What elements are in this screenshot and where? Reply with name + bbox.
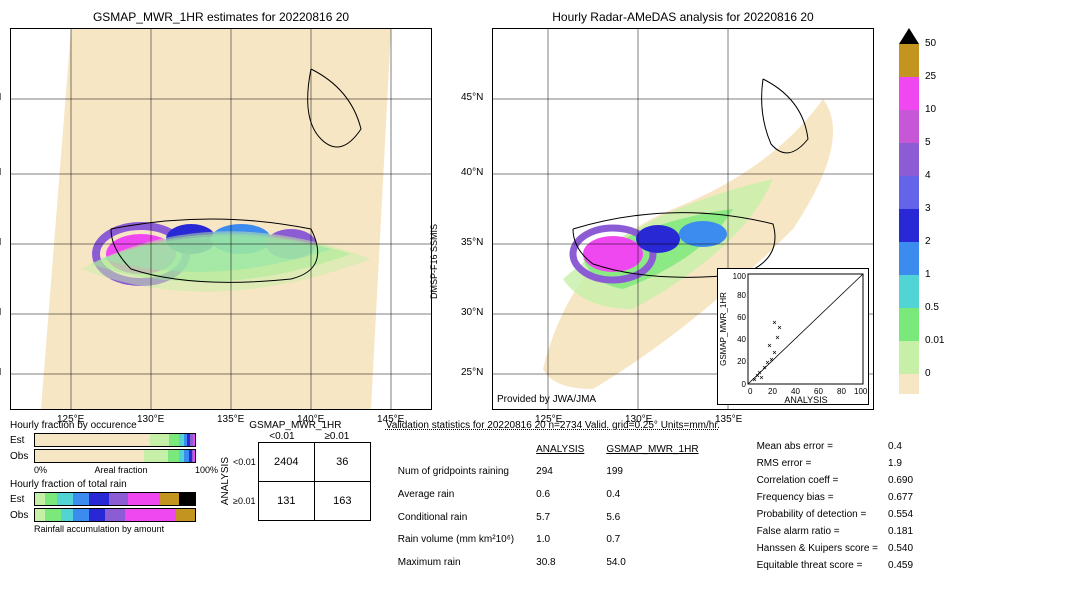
ct-cell: 2404 bbox=[259, 443, 315, 481]
svg-text:20: 20 bbox=[737, 357, 746, 366]
stats-panel: Validation statistics for 20220816 20 n=… bbox=[386, 420, 1070, 575]
total-est-bar bbox=[34, 492, 196, 506]
ct-row-axis: ANALYSIS bbox=[220, 457, 231, 505]
scatter-inset: 0 20 40 60 80 100 0 20 40 60 80 100 ANAL… bbox=[717, 268, 869, 405]
est-label: Est bbox=[10, 435, 34, 446]
satellite-label: DMSP-F16 SSMIS bbox=[429, 224, 439, 299]
ct-col-header: <0.01 bbox=[254, 431, 309, 442]
right-map-title: Hourly Radar-AMeDAS analysis for 2022081… bbox=[492, 10, 874, 24]
right-map-panel: 45°N 40°N 35°N 30°N 25°N 125°E 130°E 135… bbox=[492, 28, 874, 410]
svg-text:60: 60 bbox=[737, 313, 746, 322]
ct-cell: 36 bbox=[315, 443, 370, 481]
svg-text:ANALYSIS: ANALYSIS bbox=[784, 395, 827, 404]
lon-tick: 125°E bbox=[535, 414, 562, 425]
lat-tick: 30°N bbox=[461, 307, 483, 318]
svg-text:100: 100 bbox=[854, 387, 868, 396]
accumulation-label: Rainfall accumulation by amount bbox=[34, 524, 205, 534]
lat-tick: 30°N bbox=[0, 307, 1, 318]
scale-100: 100% bbox=[195, 465, 218, 475]
areal-fraction-label: Areal fraction bbox=[94, 465, 147, 475]
occurrence-title: Hourly fraction by occurence bbox=[10, 420, 205, 431]
total-title: Hourly fraction of total rain bbox=[10, 479, 205, 490]
left-map-title: GSMAP_MWR_1HR estimates for 20220816 20 bbox=[10, 10, 432, 24]
obs-label: Obs bbox=[10, 451, 34, 462]
lon-tick: 130°E bbox=[625, 414, 652, 425]
lat-tick: 45°N bbox=[0, 92, 1, 103]
left-map-svg bbox=[11, 29, 431, 409]
stats-table: ANALYSISGSMAP_MWR_1HRNum of gridpoints r… bbox=[386, 437, 711, 575]
lon-tick: 145°E bbox=[377, 414, 404, 425]
lat-tick: 45°N bbox=[461, 92, 483, 103]
left-map-panel: DMSP-F16 SSMIS 45°N 40°N 35°N 30°N 25°N … bbox=[10, 28, 432, 410]
occurrence-obs-bar bbox=[34, 449, 196, 463]
svg-text:100: 100 bbox=[733, 272, 747, 281]
provided-by-label: Provided by JWA/JMA bbox=[497, 394, 596, 405]
lon-tick: 140°E bbox=[297, 414, 324, 425]
right-map-container: Hourly Radar-AMeDAS analysis for 2022081… bbox=[492, 10, 874, 410]
svg-text:20: 20 bbox=[768, 387, 777, 396]
lat-tick: 40°N bbox=[461, 167, 483, 178]
left-map-container: GSMAP_MWR_1HR estimates for 20220816 20 bbox=[10, 10, 432, 410]
svg-text:0: 0 bbox=[748, 387, 753, 396]
svg-text:GSMAP_MWR_1HR: GSMAP_MWR_1HR bbox=[719, 292, 728, 366]
colorbar-top-arrow bbox=[899, 28, 919, 44]
obs-label: Obs bbox=[10, 510, 34, 521]
svg-text:80: 80 bbox=[737, 291, 746, 300]
lat-tick: 25°N bbox=[461, 367, 483, 378]
lon-tick: 130°E bbox=[137, 414, 164, 425]
ct-cell: 131 bbox=[259, 482, 315, 520]
ct-row-label: <0.01 bbox=[233, 457, 256, 467]
lon-tick: 125°E bbox=[57, 414, 84, 425]
occurrence-est-bar bbox=[34, 433, 196, 447]
ct-cell: 163 bbox=[315, 482, 370, 520]
ct-col-header: ≥0.01 bbox=[309, 431, 364, 442]
lat-tick: 35°N bbox=[0, 237, 1, 248]
lon-tick: 135°E bbox=[217, 414, 244, 425]
fraction-bars: Hourly fraction by occurence Est Obs 0% A… bbox=[10, 420, 205, 575]
lat-tick: 35°N bbox=[461, 237, 483, 248]
colorbar: 502510543210.50.010 bbox=[899, 28, 919, 410]
ct-row-label: ≥0.01 bbox=[233, 496, 256, 506]
stats-metrics: Mean abs error =0.4RMS error =1.9Correla… bbox=[751, 437, 919, 575]
total-obs-bar bbox=[34, 508, 196, 522]
lat-tick: 40°N bbox=[0, 167, 1, 178]
svg-text:80: 80 bbox=[837, 387, 846, 396]
lon-tick: 135°E bbox=[715, 414, 742, 425]
scale-0: 0% bbox=[34, 465, 47, 475]
svg-text:40: 40 bbox=[737, 335, 746, 344]
contingency-table: GSMAP_MWR_1HR <0.01 ≥0.01 ANALYSIS <0.01… bbox=[220, 420, 371, 575]
contingency-title: GSMAP_MWR_1HR bbox=[249, 420, 341, 431]
svg-text:0: 0 bbox=[742, 380, 747, 389]
lat-tick: 25°N bbox=[0, 367, 1, 378]
est-label: Est bbox=[10, 494, 34, 505]
